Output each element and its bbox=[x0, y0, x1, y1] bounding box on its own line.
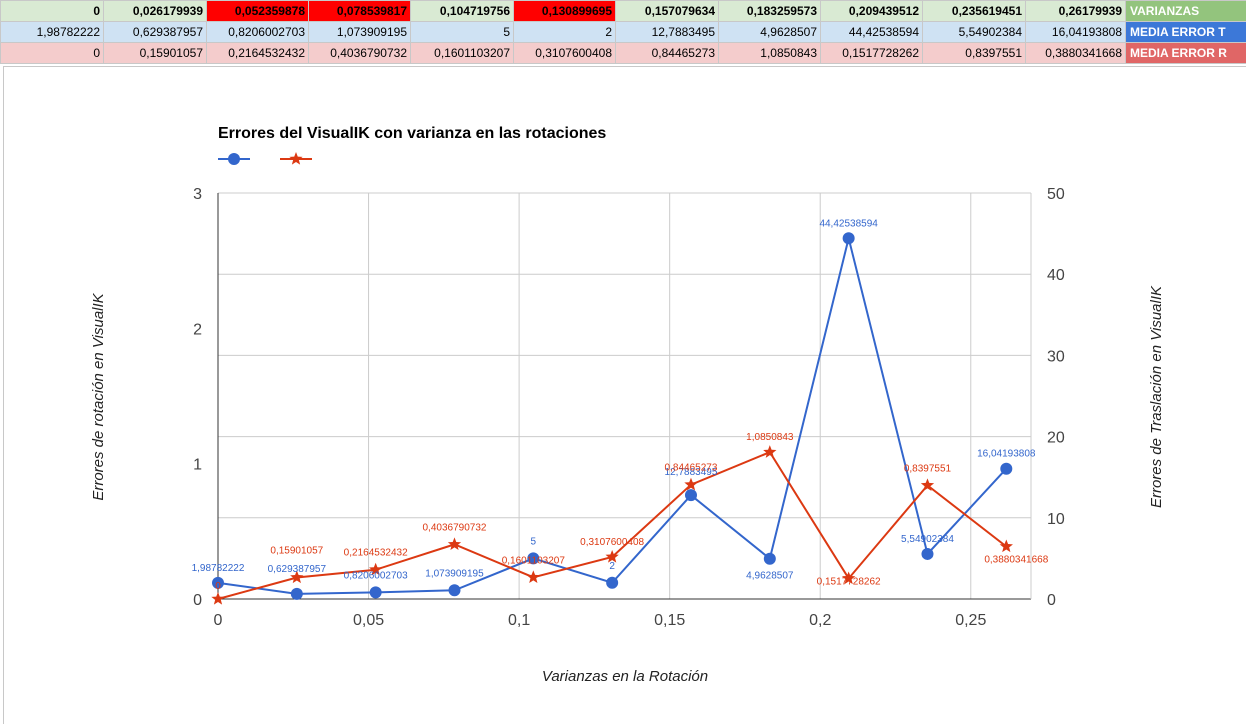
data-point[interactable] bbox=[764, 553, 776, 565]
y-axis-left-title: Errores de rotación en VisualIK bbox=[90, 292, 107, 500]
data-point[interactable] bbox=[685, 489, 697, 501]
data-point[interactable] bbox=[211, 592, 224, 605]
x-tick-label: 0,1 bbox=[508, 612, 530, 629]
data-point[interactable] bbox=[763, 445, 776, 458]
y-right-tick-label: 40 bbox=[1047, 267, 1065, 284]
data-label: 2 bbox=[609, 561, 615, 572]
data-label: 0,84465273 bbox=[665, 463, 718, 474]
data-label: 0 bbox=[215, 581, 221, 592]
data-label: 16,04193808 bbox=[977, 449, 1036, 460]
data-label: 0,1601103207 bbox=[502, 555, 566, 566]
data-point[interactable] bbox=[448, 537, 461, 550]
data-label: 0,629387957 bbox=[268, 564, 327, 575]
x-tick-label: 0,15 bbox=[654, 612, 685, 629]
x-tick-label: 0,05 bbox=[353, 612, 384, 629]
x-axis-title: Varianzas en la Rotación bbox=[542, 668, 708, 685]
legend[interactable] bbox=[218, 152, 312, 165]
data-label: 0,1517728262 bbox=[817, 576, 881, 587]
data-point[interactable] bbox=[291, 588, 303, 600]
data-label: 0,4036790732 bbox=[423, 522, 487, 533]
data-label: 5,54902384 bbox=[901, 534, 954, 545]
y-left-tick-label: 1 bbox=[193, 457, 202, 474]
y-right-tick-label: 30 bbox=[1047, 348, 1065, 365]
y-left-tick-label: 0 bbox=[193, 592, 202, 609]
y-left-tick-label: 3 bbox=[193, 186, 202, 203]
data-point[interactable] bbox=[527, 570, 540, 583]
data-point[interactable] bbox=[448, 584, 460, 596]
data-label: 0,8206002703 bbox=[344, 570, 408, 581]
data-point[interactable] bbox=[843, 232, 855, 244]
y-right-tick-label: 10 bbox=[1047, 511, 1065, 528]
data-label: 44,42538594 bbox=[819, 218, 878, 229]
data-label: 0,3880341668 bbox=[984, 554, 1048, 565]
legend-circle-icon bbox=[228, 153, 240, 165]
data-point[interactable] bbox=[1000, 463, 1012, 475]
x-tick-label: 0,25 bbox=[955, 612, 986, 629]
data-label: 0,3107600408 bbox=[580, 537, 644, 548]
data-label: 0,15901057 bbox=[270, 545, 323, 556]
data-label: 1,073909195 bbox=[425, 568, 484, 579]
x-tick-label: 0,2 bbox=[809, 612, 831, 629]
y-left-tick-label: 2 bbox=[193, 321, 202, 338]
data-point[interactable] bbox=[606, 577, 618, 589]
series-layer bbox=[211, 232, 1013, 604]
data-point[interactable] bbox=[1000, 539, 1013, 552]
data-label: 0,2164532432 bbox=[344, 548, 408, 559]
data-point[interactable] bbox=[921, 548, 933, 560]
legend-item-2[interactable] bbox=[280, 152, 312, 165]
legend-item-1[interactable] bbox=[218, 153, 250, 165]
y-right-tick-label: 0 bbox=[1047, 592, 1056, 609]
data-label: 0,8397551 bbox=[904, 463, 952, 474]
chart-title: Errores del VisualIK con varianza en las… bbox=[218, 125, 606, 142]
y-right-tick-label: 50 bbox=[1047, 186, 1065, 203]
legend-star-icon bbox=[289, 152, 302, 165]
x-tick-label: 0 bbox=[214, 612, 223, 629]
data-label: 5 bbox=[531, 536, 537, 547]
data-point[interactable] bbox=[370, 586, 382, 598]
data-label: 1,0850843 bbox=[746, 432, 794, 443]
data-label: 1,98782222 bbox=[192, 563, 245, 574]
y-right-tick-label: 20 bbox=[1047, 430, 1065, 447]
data-label: 4,9628507 bbox=[746, 571, 794, 582]
y-axis-right-title: Errores de Traslación en VisualIK bbox=[1148, 285, 1165, 508]
